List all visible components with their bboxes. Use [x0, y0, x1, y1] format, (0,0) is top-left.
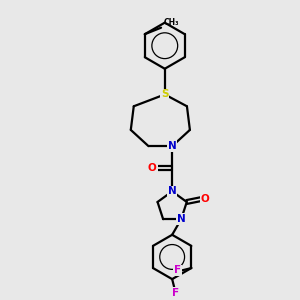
Text: O: O: [148, 163, 157, 173]
Text: S: S: [161, 89, 169, 100]
Text: O: O: [201, 194, 209, 204]
Text: F: F: [172, 288, 179, 298]
Text: F: F: [174, 266, 181, 275]
Text: N: N: [177, 214, 186, 224]
Text: N: N: [168, 186, 176, 197]
Text: N: N: [168, 141, 176, 151]
Text: CH₃: CH₃: [164, 17, 179, 26]
